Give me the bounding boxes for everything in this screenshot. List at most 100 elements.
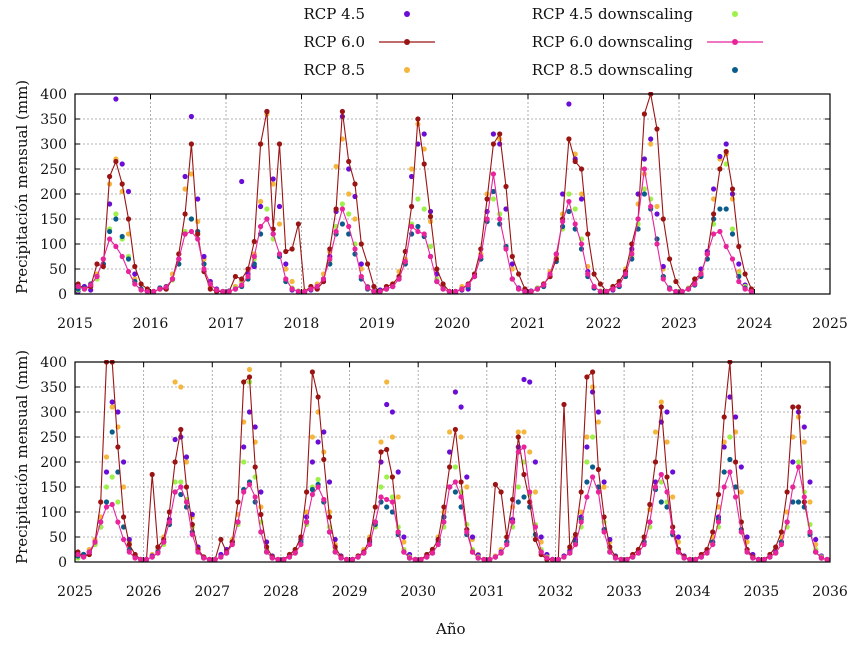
data-point [452,426,458,433]
data-point [264,108,270,115]
data-point [326,514,333,520]
data-point [515,434,521,440]
data-point [484,191,490,197]
data-point [182,173,188,180]
data-point [687,556,693,562]
data-point [125,216,132,222]
data-point [635,216,641,222]
x-tick-label: 2022 [586,316,622,332]
data-point [389,474,395,480]
data-point [188,141,194,147]
x-tick-label: 2024 [737,316,773,332]
data-point [109,474,115,480]
data-point [515,429,521,435]
data-point [532,536,539,543]
data-point [801,494,807,500]
data-point [607,549,613,555]
data-point [664,439,670,445]
data-point [276,221,283,227]
legend-swatch [404,11,410,17]
data-point [390,283,396,290]
data-point [409,166,415,172]
data-point [567,544,573,550]
data-point [327,246,333,252]
data-point [321,496,327,503]
legend-swatch [732,67,738,73]
data-point [578,489,584,495]
data-point [258,198,264,205]
data-point [92,539,98,545]
data-point [503,206,509,212]
data-point [538,549,544,555]
x-tick-label: 2027 [194,584,230,600]
data-point [289,246,295,252]
data-point [595,409,602,415]
data-point [572,158,578,165]
data-point [629,251,635,257]
data-point [365,261,371,267]
data-point [464,529,470,535]
data-point [207,281,213,287]
data-point [188,216,194,222]
data-point [126,549,132,555]
data-point [755,556,762,562]
data-point [458,479,464,485]
data-point [389,494,395,500]
data-point [401,549,407,555]
data-point [100,256,106,262]
data-point [717,166,723,172]
data-point [270,231,276,237]
data-point [441,519,447,525]
data-point [276,141,283,147]
data-point [664,489,670,495]
x-tick-label: 2031 [469,584,505,600]
data-point [447,484,453,490]
data-point [544,555,550,561]
data-point [824,556,830,562]
data-point [409,203,415,210]
data-point [309,369,315,375]
data-point [441,504,447,510]
data-point [298,541,304,548]
data-point [115,469,121,475]
data-point [378,494,384,500]
data-point [729,256,736,262]
data-point [315,439,321,445]
data-point [452,464,458,470]
y-tick-label: 50 [49,530,67,546]
y-tick-label: 100 [40,237,67,253]
data-point [790,499,796,505]
data-point [566,191,572,197]
data-point [183,459,190,465]
data-point [235,519,241,525]
data-point [813,549,819,555]
data-point [212,556,218,562]
data-point [670,494,676,500]
data-point [252,424,258,430]
data-point [344,556,350,562]
data-point [132,281,138,287]
data-point [458,404,464,410]
data-point [333,206,339,212]
data-point [675,549,682,555]
y-tick-label: 0 [58,555,67,571]
data-point [658,399,664,405]
data-point [733,459,739,465]
data-point [736,243,742,250]
data-point [778,529,785,535]
data-point [338,555,344,561]
data-point [630,554,636,560]
data-point [601,514,607,520]
legend-label: RCP 4.5 [303,5,366,23]
data-point [660,216,666,222]
data-point [239,276,245,282]
data-point [464,474,470,480]
data-point [421,161,427,167]
data-point [389,434,395,440]
data-point [585,231,591,237]
data-point [115,519,121,525]
data-point [761,556,767,562]
data-point [515,449,521,455]
data-point [161,539,167,545]
